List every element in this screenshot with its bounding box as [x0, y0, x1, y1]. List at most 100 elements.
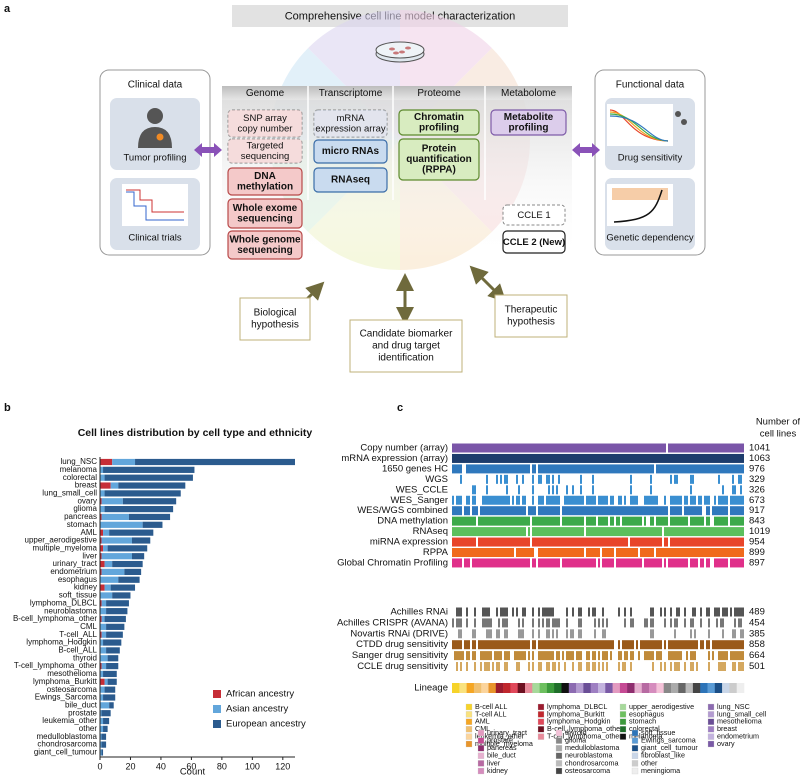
outcome-box [239, 297, 311, 341]
coverage-stripe [456, 618, 462, 628]
assay-box [313, 167, 388, 193]
side-item: Tumor profiling [123, 153, 186, 164]
coverage-stripe [656, 651, 662, 661]
bar-segment [104, 678, 108, 685]
row-label: DNA methylation [377, 516, 448, 527]
coverage-stripe [532, 485, 534, 495]
coverage-stripe [552, 485, 554, 495]
legend-label: esophagus [629, 709, 665, 718]
lineage-segment [598, 683, 606, 693]
coverage-stripe [670, 618, 672, 628]
coverage-stripe [562, 558, 596, 568]
outcome-label: Biological [254, 308, 297, 319]
coverage-stripe [664, 537, 668, 547]
coverage-stripe [532, 537, 628, 547]
assay-label: quantification [406, 154, 472, 165]
row-count: 673 [749, 495, 765, 506]
bar-segment [100, 513, 102, 521]
bar-segment [104, 686, 116, 693]
coverage-stripe [656, 464, 744, 474]
y-tick-label: breast [75, 481, 98, 490]
outcome-label: hypothesis [251, 320, 299, 331]
bar-segment [101, 537, 132, 544]
legend-label: lung_NSC [717, 702, 750, 711]
bar-segment [101, 615, 105, 623]
bar-segment [101, 568, 125, 575]
coverage-stripe [730, 607, 732, 617]
coverage-stripe [664, 527, 744, 537]
bar-segment [100, 482, 111, 489]
coverage-stripe [660, 662, 662, 671]
column-header: Transcriptome [319, 88, 383, 99]
coverage-stripe [618, 662, 620, 671]
side-item: Genetic dependency [606, 233, 693, 244]
row-label: Copy number (array) [360, 443, 448, 454]
coverage-stripe [496, 607, 498, 617]
coverage-stripe [518, 629, 524, 639]
coverage-stripe [618, 640, 620, 650]
coverage-stripe [496, 662, 500, 671]
coverage-stripe [664, 618, 666, 628]
assay-box [227, 230, 303, 260]
coverage-stripe [538, 607, 540, 617]
coverage-stripe [630, 537, 662, 547]
row-count: 976 [749, 463, 765, 474]
coverage-stripe [714, 607, 720, 617]
coverage-stripe [730, 495, 744, 505]
coverage-stripe [464, 558, 470, 568]
row-count: 843 [749, 516, 765, 527]
coverage-stripe [602, 618, 604, 628]
legend-swatch [619, 733, 627, 740]
coverage-stripe [712, 506, 728, 516]
coverage-stripe [718, 651, 728, 661]
coverage-stripe [496, 474, 498, 484]
assay-box [227, 138, 303, 164]
y-tick-label: leukemia_other [42, 716, 97, 725]
outcome-arrow [469, 265, 507, 303]
dependency-band [612, 188, 668, 200]
legend-label: AML [475, 717, 490, 726]
coverage-stripe [732, 485, 736, 495]
coverage-stripe [670, 537, 744, 547]
coverage-stripe [486, 474, 488, 484]
coverage-stripe [674, 662, 680, 671]
coverage-stripe [686, 651, 688, 661]
bar-segment [100, 600, 102, 607]
coverage-stripe [552, 618, 560, 628]
coverage-stripe [650, 474, 652, 484]
assay-box [227, 109, 303, 138]
lineage-segment [568, 683, 577, 693]
coverage-stripe [532, 474, 534, 484]
y-tick-label: osteosarcoma [47, 685, 98, 694]
legend-swatch [465, 740, 473, 748]
coverage-stripe [532, 495, 534, 505]
bar-segment [122, 498, 177, 505]
coverage-stripe [712, 651, 714, 661]
coverage-stripe [598, 558, 600, 568]
coverage-stripe [464, 506, 470, 516]
lineage-segment [532, 683, 540, 693]
lineage-segment [452, 683, 460, 693]
coverage-stripe [516, 662, 520, 671]
coverage-stripe [466, 662, 468, 671]
coverage-stripe [532, 629, 534, 639]
coverage-stripe [552, 474, 554, 484]
legend-label: European ancestry [226, 719, 306, 730]
bar-segment [100, 568, 102, 575]
row-label: Global Chromatin Profiling [337, 557, 448, 568]
assay-box [313, 109, 388, 138]
bar-segment [107, 678, 117, 685]
y-tick-label: multiple_myeloma [33, 543, 98, 552]
coverage-stripe [674, 474, 678, 484]
coverage-stripe [516, 607, 518, 617]
coverage-stripe [538, 548, 584, 557]
lineage-segment [459, 683, 467, 693]
coverage-stripe [482, 618, 492, 628]
coverage-stripe [466, 495, 470, 505]
coverage-stripe [668, 640, 698, 650]
coverage-stripe [706, 607, 710, 617]
legend-swatch [537, 733, 545, 740]
bar-segment [100, 584, 105, 591]
coverage-stripe [496, 629, 500, 639]
